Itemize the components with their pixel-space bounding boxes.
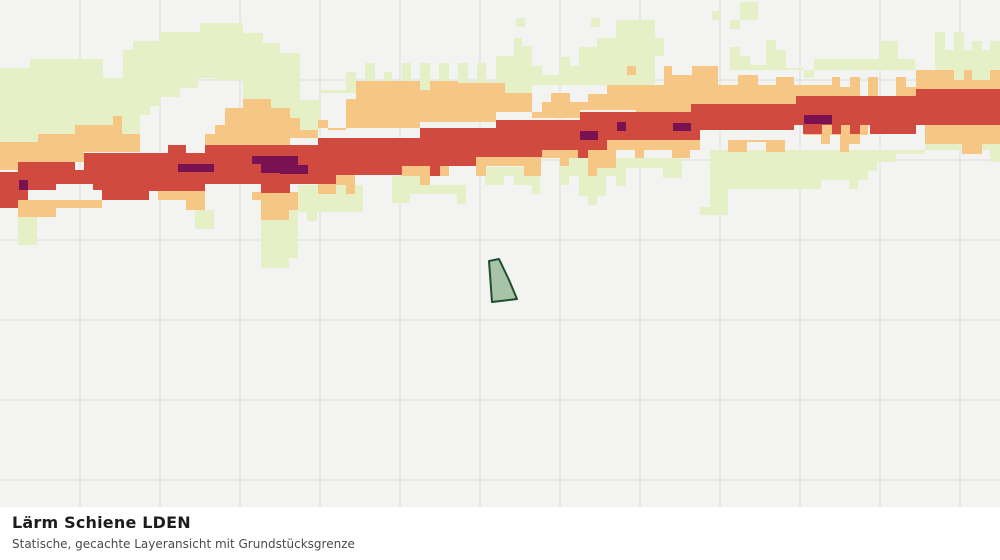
noise-zone-low-south-corner — [925, 125, 1000, 154]
noise-zone-lowest-north-far-east — [730, 40, 915, 78]
noise-zone-low-block-2 — [524, 166, 532, 176]
map-caption: Lärm Schiene LDEN Statische, gecachte La… — [0, 507, 1000, 560]
noise-zone-high-notch-mid — [578, 150, 588, 158]
noise-zone-low-south-west — [18, 200, 102, 217]
noise-zone-high-notch-east — [430, 166, 440, 176]
noise-zone-low-block-1 — [627, 66, 636, 75]
noise-zone-highest-5 — [617, 122, 626, 131]
noise-zone-lowest-south-mid — [392, 176, 466, 204]
layer-title: Lärm Schiene LDEN — [12, 513, 191, 532]
parcel-boundary[interactable] — [488, 258, 518, 303]
noise-zone-lowest-north-mid — [320, 38, 532, 93]
noise-zone-low-south-mid-3 — [476, 157, 541, 176]
noise-zone-lowest-north-blocks — [516, 2, 758, 29]
noise-zone-highest-3 — [252, 156, 308, 174]
noise-zone-highest-1 — [19, 180, 28, 190]
noise-zone-lowest-north-corner — [935, 32, 1000, 80]
noise-zone-highest-7 — [804, 115, 832, 124]
layer-subtitle: Statische, gecachte Layeransicht mit Gru… — [12, 537, 355, 551]
noise-zone-low-south-far-east — [728, 140, 785, 152]
noise-band-high — [0, 89, 1000, 208]
noise-zone-lowest-south-far-east — [700, 144, 1000, 215]
noise-zone-low-west-2 — [205, 81, 532, 145]
noise-zone-lowest-north-east — [532, 20, 664, 85]
noise-band-highest — [19, 115, 832, 190]
noise-zone-highest-2 — [178, 164, 214, 172]
noise-zone-low-south-west-2 — [158, 190, 205, 210]
noise-zone-lowest-west — [0, 23, 320, 142]
noise-zone-highest-4 — [580, 131, 598, 140]
noise-zone-low-north-east — [532, 66, 840, 118]
noise-zone-low-south-east — [541, 140, 700, 176]
noise-zone-high-notch-west — [38, 172, 47, 180]
noise-zone-low-south-center — [252, 192, 298, 220]
noise-zone-low-west — [0, 116, 140, 170]
noise-zone-lowest-south-west-2 — [195, 210, 214, 229]
noise-map-svg — [0, 0, 1000, 510]
map-canvas[interactable] — [0, 0, 1000, 510]
noise-zone-low-north-far-east — [840, 70, 1000, 96]
noise-zone-high-notch-far-east — [803, 125, 860, 134]
noise-zone-lowest-south-west — [18, 215, 37, 245]
noise-zone-high-main — [0, 89, 1000, 208]
noise-zone-highest-6 — [673, 123, 691, 131]
noise-zone-lowest-south-east — [560, 158, 682, 205]
